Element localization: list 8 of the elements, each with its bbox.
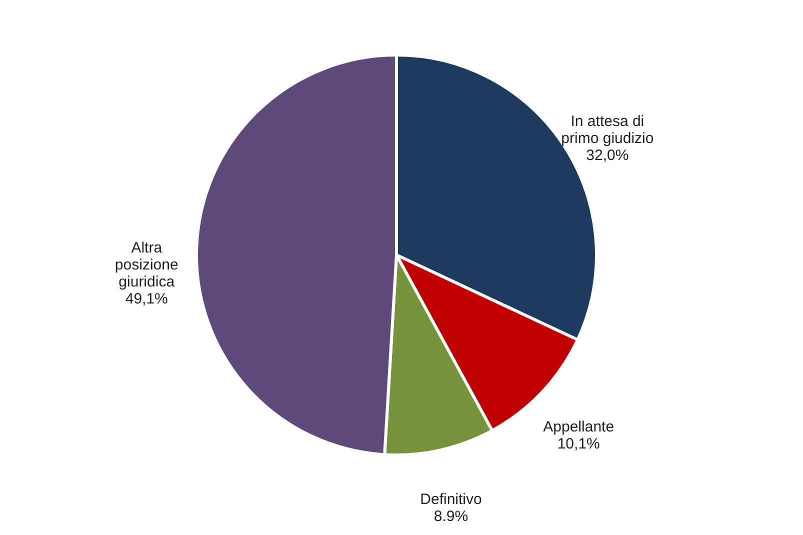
slice-label: Altra posizione giuridica — [114, 240, 178, 291]
data-label: 8.9% — [434, 508, 468, 525]
data-label: 10,1% — [557, 435, 600, 452]
slice-label: Definitivo — [420, 490, 482, 508]
slice-label: Appellante — [543, 418, 614, 436]
data-label: 49,1% — [125, 290, 168, 308]
slice-label: In attesa di primo giudizio — [561, 112, 654, 147]
data-label: 32,0% — [586, 146, 629, 164]
